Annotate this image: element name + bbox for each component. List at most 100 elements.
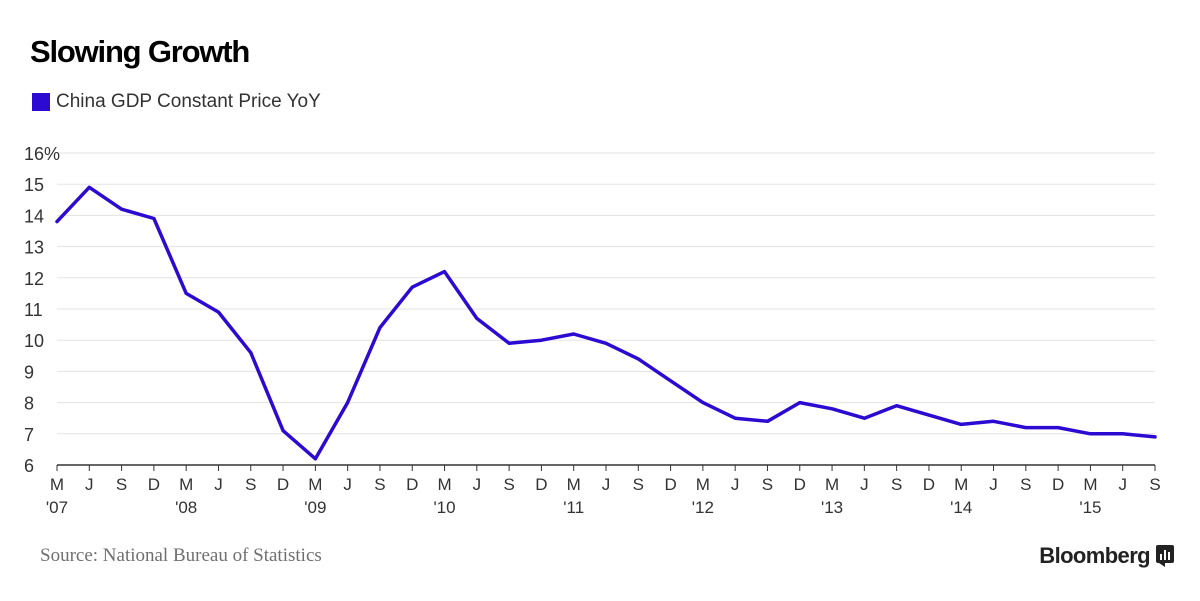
x-tick-month: S [374, 475, 385, 494]
x-tick-year: '13 [821, 498, 843, 517]
x-tick-year: '14 [950, 498, 972, 517]
x-tick-month: J [473, 475, 482, 494]
x-tick-month: J [602, 475, 611, 494]
x-tick-month: D [923, 475, 935, 494]
x-tick-month: J [989, 475, 998, 494]
y-tick-label: 13 [24, 238, 44, 258]
x-tick-year: '11 [563, 498, 584, 517]
source-note: Source: National Bureau of Statistics [40, 545, 322, 566]
data-point [604, 341, 608, 345]
x-tick-month: S [891, 475, 902, 494]
x-tick-month: D [1052, 475, 1064, 494]
x-tick-month: J [731, 475, 740, 494]
x-tick-month: M [954, 475, 968, 494]
x-tick-month: S [116, 475, 127, 494]
data-point [1121, 432, 1125, 436]
data-point [765, 419, 769, 423]
data-point [669, 379, 673, 383]
x-tick-year: '08 [175, 498, 197, 517]
x-tick-month: J [1118, 475, 1127, 494]
data-point [346, 401, 350, 405]
data-point [1153, 435, 1157, 439]
data-point [927, 413, 931, 417]
series-line [55, 185, 1157, 461]
x-tick-year: '15 [1079, 498, 1101, 517]
data-point [378, 326, 382, 330]
y-tick-label: 14 [24, 206, 44, 226]
data-point [120, 207, 124, 211]
data-point [701, 401, 705, 405]
legend: China GDP Constant Price YoY [32, 91, 321, 113]
y-tick-label: 15 [24, 175, 44, 195]
data-point [572, 332, 576, 336]
x-tick-month: D [535, 475, 547, 494]
x-tick-month: S [1020, 475, 1031, 494]
y-tick-label: 11 [24, 300, 43, 320]
x-tick-year: '07 [46, 498, 68, 517]
data-point [992, 419, 996, 423]
x-tick-month: J [85, 475, 94, 494]
x-tick-month: M [1083, 475, 1097, 494]
y-tick-label: 10 [24, 331, 44, 351]
y-tick-label: 9 [24, 362, 34, 382]
data-point [507, 341, 511, 345]
x-tick-month: M [437, 475, 451, 494]
data-point [443, 270, 447, 274]
data-point [87, 185, 91, 189]
data-point [895, 404, 899, 408]
data-point [216, 310, 220, 314]
data-point [959, 422, 963, 426]
data-point [636, 357, 640, 361]
brand-name: Bloomberg [1039, 543, 1150, 568]
x-tick-month: S [633, 475, 644, 494]
x-tick-month: S [245, 475, 256, 494]
data-point [1056, 426, 1060, 430]
brand-logo: Bloomberg [1039, 543, 1174, 569]
x-tick-month: D [148, 475, 160, 494]
x-tick-month: D [406, 475, 418, 494]
x-tick-month: D [277, 475, 289, 494]
y-tick-label: 7 [24, 425, 34, 445]
data-point [733, 416, 737, 420]
x-tick-month: S [503, 475, 514, 494]
data-point [55, 220, 59, 224]
x-tick-month: M [179, 475, 193, 494]
gridlines [57, 152, 1155, 435]
y-tick-label: 8 [24, 394, 34, 414]
data-point [830, 407, 834, 411]
data-point [249, 351, 253, 355]
x-tick-month: M [567, 475, 581, 494]
y-tick-label: 12 [24, 269, 44, 289]
x-tick-month: S [762, 475, 773, 494]
x-tick-month: D [794, 475, 806, 494]
data-point [1024, 426, 1028, 430]
x-tick-month: M [50, 475, 64, 494]
data-point [410, 285, 414, 289]
y-tick-label: 6 [24, 456, 34, 476]
data-point [184, 291, 188, 295]
y-axis-ticks: 16% 15 14 13 12 11 10 9 8 7 6 [24, 144, 60, 476]
x-tick-month: J [343, 475, 352, 494]
x-tick-month: M [308, 475, 322, 494]
x-tick-year: '09 [304, 498, 326, 517]
legend-swatch [32, 93, 50, 111]
x-tick-month: D [664, 475, 676, 494]
data-point [152, 217, 156, 221]
legend-label: China GDP Constant Price YoY [56, 91, 321, 112]
x-tick-month: J [860, 475, 869, 494]
x-tick-month: J [214, 475, 223, 494]
data-point [281, 429, 285, 433]
x-tick-month: M [825, 475, 839, 494]
data-point [862, 416, 866, 420]
y-tick-label: 16% [24, 144, 60, 164]
x-tick-month: S [1149, 475, 1160, 494]
data-point [798, 401, 802, 405]
data-point [539, 338, 543, 342]
chart-title: Slowing Growth [30, 34, 250, 69]
data-point [1088, 432, 1092, 436]
x-axis: M'07J S D M'08J S D M'09J S D M'10J S D M'11J S D M'12J… [46, 464, 1161, 517]
data-point [313, 457, 317, 461]
series-china-gdp [55, 185, 1157, 461]
data-point [475, 316, 479, 320]
